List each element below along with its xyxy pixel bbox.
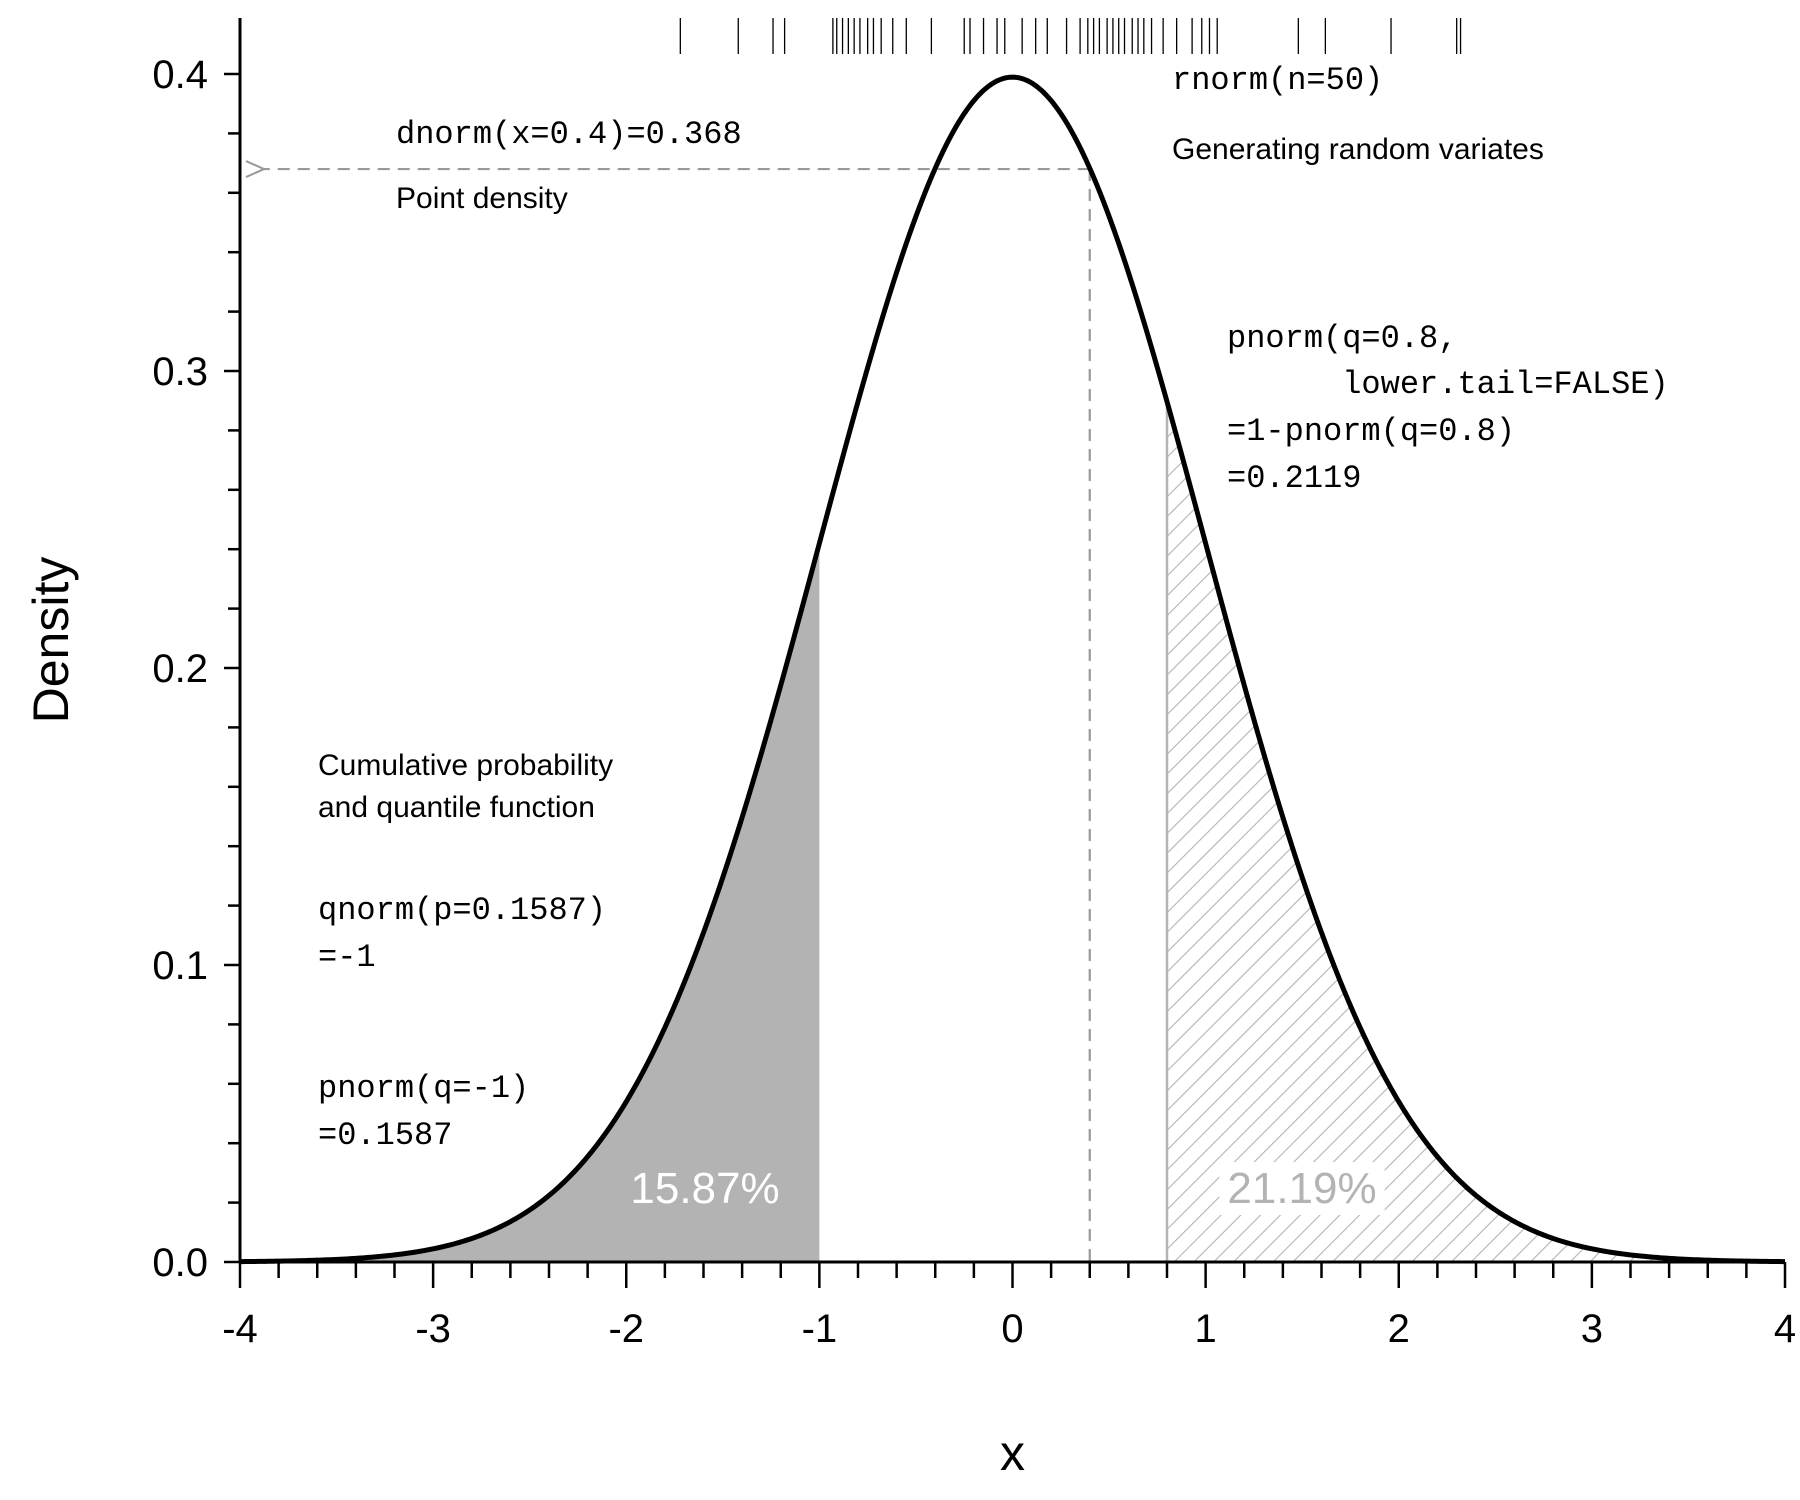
cumulative-description-line-2: and quantile function <box>318 791 595 824</box>
dnorm-description: Point density <box>396 182 568 215</box>
x-tick-label: -4 <box>222 1307 258 1351</box>
pnorm-lower-line-1: pnorm(q=-1) <box>318 1070 529 1107</box>
x-tick-label: 0 <box>1001 1307 1023 1351</box>
rnorm-description: Generating random variates <box>1172 133 1544 166</box>
x-tick-label: -1 <box>802 1307 838 1351</box>
pnorm-upper-line-4: =0.2119 <box>1227 460 1361 497</box>
x-tick-label: 2 <box>1388 1307 1410 1351</box>
x-axis-title: x <box>1000 1425 1025 1481</box>
lower-tail-percent-label: 15.87% <box>630 1164 779 1213</box>
x-tick-label: 3 <box>1581 1307 1603 1351</box>
y-tick-label: 0.1 <box>152 944 208 988</box>
normal-density-curve <box>239 74 1786 1265</box>
cumulative-description-line-1: Cumulative probability <box>318 749 613 782</box>
lower-tail-shaded-area <box>240 543 820 1262</box>
y-tick-label: 0.4 <box>152 53 208 97</box>
upper-tail-percent-background <box>1219 1162 1385 1215</box>
upper-tail-percent-label: 21.19% <box>1227 1164 1376 1213</box>
pnorm-upper-line-3: =1-pnorm(q=0.8) <box>1227 413 1515 450</box>
y-axis-title: Density <box>23 557 79 724</box>
pnorm-lower-line-2: =0.1587 <box>318 1117 452 1154</box>
dnorm-code-label: dnorm(x=0.4)=0.368 <box>396 116 742 153</box>
rnorm-code-label: rnorm(n=50) <box>1172 62 1383 99</box>
x-tick-label: -2 <box>608 1307 644 1351</box>
qnorm-line-2: =-1 <box>318 939 376 976</box>
y-tick-label: 0.0 <box>152 1241 208 1285</box>
x-tick-label: 1 <box>1195 1307 1217 1351</box>
pnorm-upper-line-2: lower.tail=FALSE) <box>1227 366 1669 403</box>
axes: 0.0 0.1 0.2 0.3 0.4 -4 -3 -2 -1 0 1 2 3 4 <box>152 18 1796 1351</box>
qnorm-line-1: qnorm(p=0.1587) <box>318 892 606 929</box>
y-tick-label: 0.3 <box>152 350 208 394</box>
pnorm-upper-line-1: pnorm(q=0.8, <box>1227 320 1457 357</box>
x-tick-label: -3 <box>415 1307 451 1351</box>
upper-tail-hatched-area <box>1167 401 1785 1262</box>
rug-marks <box>679 18 1462 54</box>
y-tick-label: 0.2 <box>152 647 208 691</box>
x-tick-label: 4 <box>1774 1307 1796 1351</box>
